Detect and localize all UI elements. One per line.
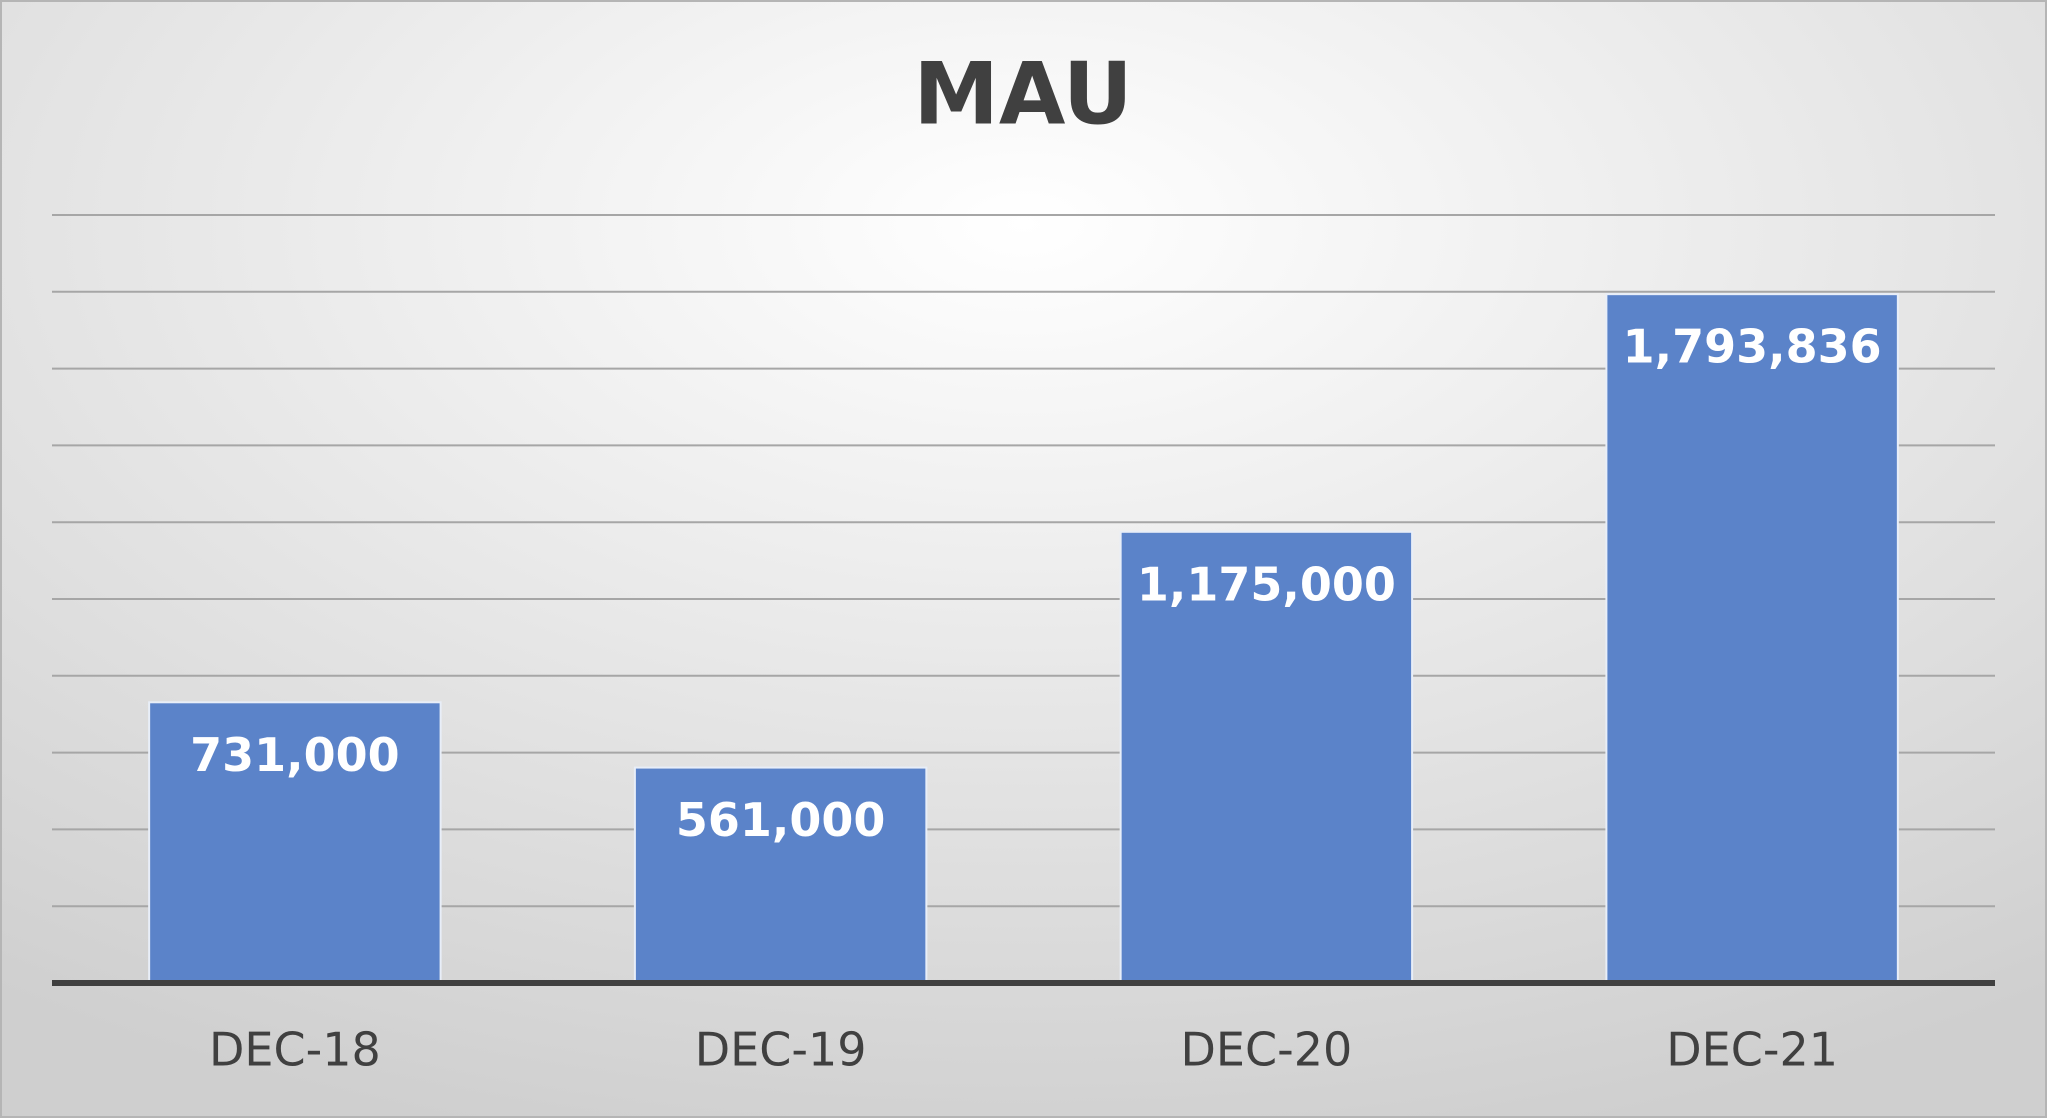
data-label: 731,000 — [190, 728, 400, 782]
x-tick-label: DEC-21 — [1666, 1023, 1838, 1077]
bar — [148, 701, 442, 985]
chart-title: MAU — [913, 44, 1132, 144]
x-tick-label: DEC-20 — [1181, 1023, 1353, 1077]
x-tick-label: DEC-18 — [209, 1023, 381, 1077]
bar — [1119, 530, 1414, 984]
data-label: 1,793,836 — [1623, 320, 1882, 374]
bar — [1605, 293, 1899, 984]
x-tick-label: DEC-19 — [695, 1023, 867, 1077]
data-label: 561,000 — [676, 793, 886, 847]
bar — [633, 766, 928, 984]
data-label: 1,175,000 — [1137, 557, 1396, 611]
